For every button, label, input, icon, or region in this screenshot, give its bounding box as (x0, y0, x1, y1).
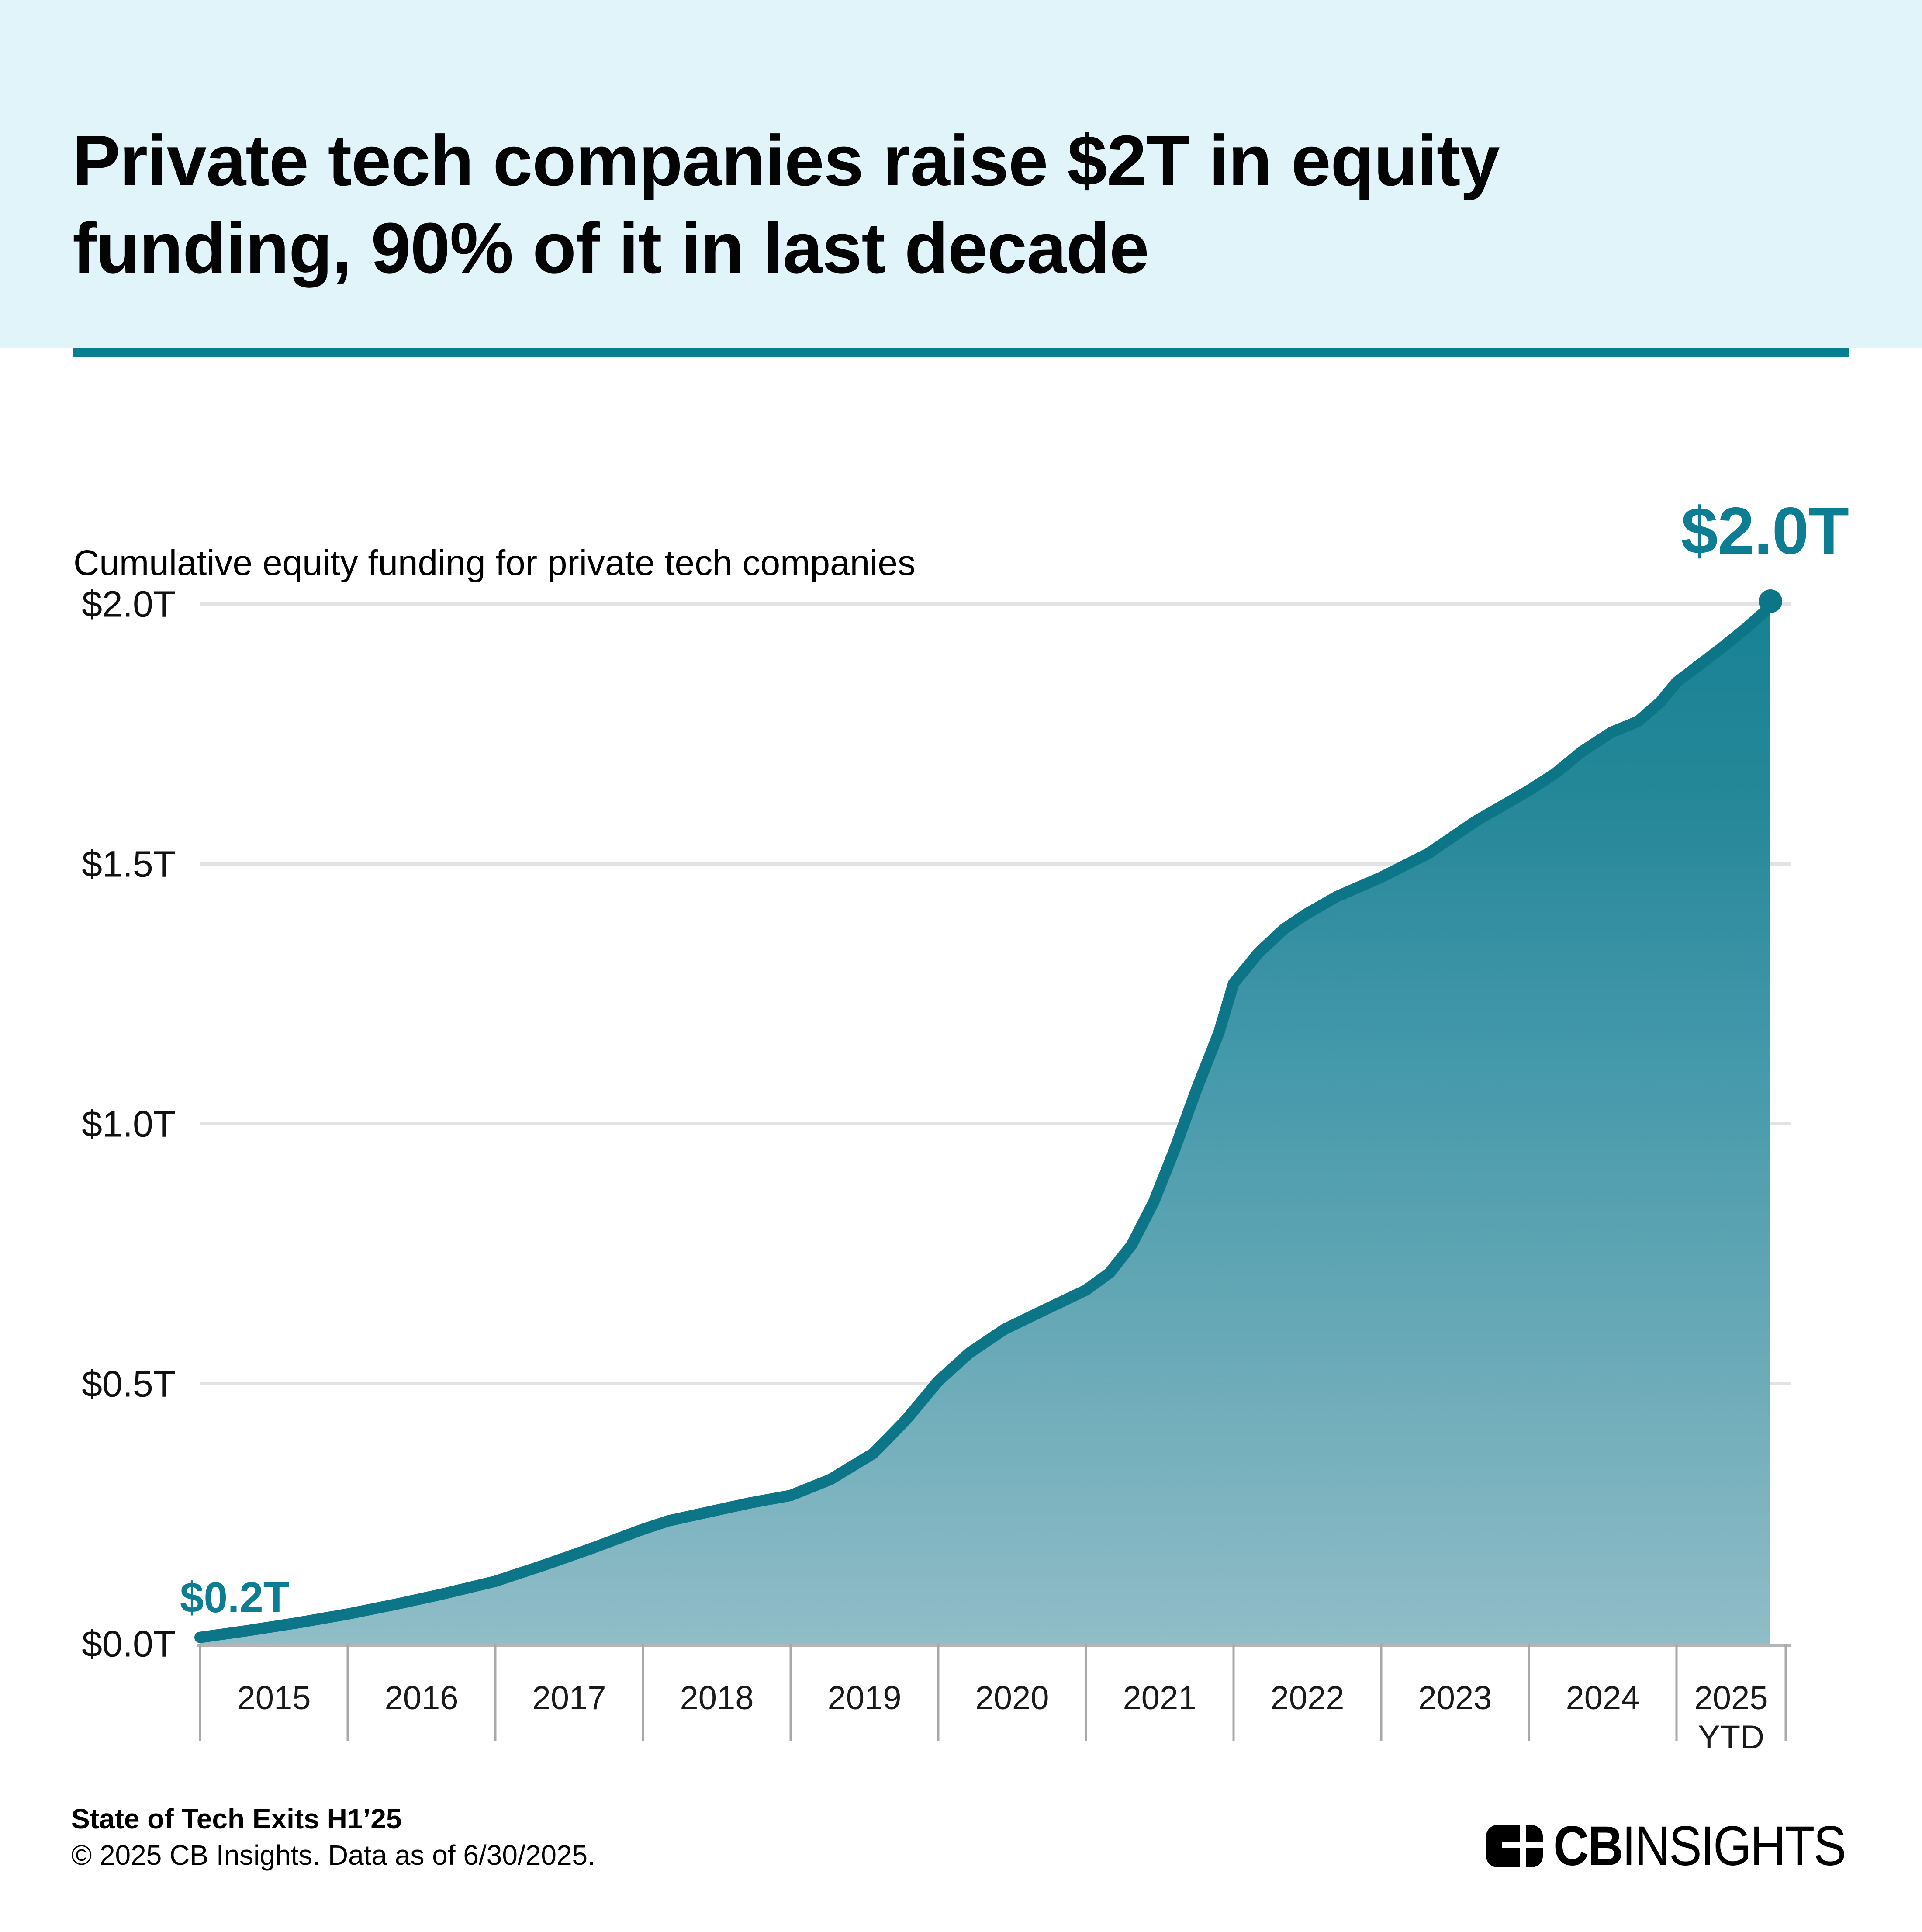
wordmark-cb: CB (1553, 1815, 1623, 1877)
x-axis-label-2023: 2023 (1418, 1679, 1492, 1717)
area-fill (200, 601, 1770, 1644)
y-axis-label-$0.5T: $0.5T (82, 1363, 176, 1404)
page-title-line2: funding, 90% of it in last decade (73, 208, 1149, 288)
y-axis-label-$1.0T: $1.0T (82, 1103, 176, 1144)
x-axis-label-2024: 2024 (1566, 1679, 1639, 1717)
y-axis-label-$2.0T: $2.0T (82, 583, 176, 624)
x-axis-label-2021: 2021 (1123, 1679, 1196, 1717)
x-axis-label-2018: 2018 (680, 1679, 754, 1717)
cbinsights-grid-icon (1486, 1825, 1543, 1867)
x-axis-label-2019: 2019 (827, 1679, 901, 1717)
footer: State of Tech Exits H1’25 © 2025 CB Insi… (71, 1801, 595, 1873)
x-axis-label-2025: 2025 (1694, 1679, 1768, 1717)
footer-copyright: © 2025 CB Insights. Data as of 6/30/2025… (71, 1839, 595, 1871)
y-axis-label-$1.5T: $1.5T (82, 843, 176, 884)
x-axis-label-2020: 2020 (975, 1679, 1049, 1717)
y-axis-label-$0.0T: $0.0T (82, 1623, 176, 1664)
series-line (194, 596, 1776, 1643)
wordmark-insights: INSIGHTS (1622, 1815, 1846, 1877)
teal-divider (73, 348, 1849, 357)
header-band (0, 0, 1922, 348)
chart-subtitle: Cumulative equity funding for private te… (73, 543, 916, 583)
axis-labels: $0.0T $0.5T $1.0T $1.5T $2.0T 2015 2016 2017 201… (82, 583, 1768, 1756)
end-value-annotation: $2.0T (1681, 494, 1849, 568)
x-axis-label-2015: 2015 (237, 1679, 311, 1717)
start-value-annotation: $0.2T (180, 1573, 290, 1621)
footer-source: State of Tech Exits H1’25 (71, 1803, 402, 1835)
area-series (194, 589, 1782, 1644)
x-axis-label-2016: 2016 (384, 1679, 458, 1717)
axes (197, 1644, 1791, 1741)
end-point-dot (1759, 589, 1782, 613)
x-axis-label-2022: 2022 (1270, 1679, 1344, 1717)
page-title: Private tech companies raise $2T in equi… (73, 117, 1863, 292)
cbinsights-logo: CBINSIGHTS (1486, 1818, 1885, 1874)
x-axis-label-2017: 2017 (532, 1679, 606, 1717)
cbinsights-wordmark: CBINSIGHTS (1553, 1818, 1846, 1874)
x-axis-label-YTD: YTD (1698, 1719, 1764, 1756)
page-title-line1: Private tech companies raise $2T in equi… (73, 121, 1500, 201)
